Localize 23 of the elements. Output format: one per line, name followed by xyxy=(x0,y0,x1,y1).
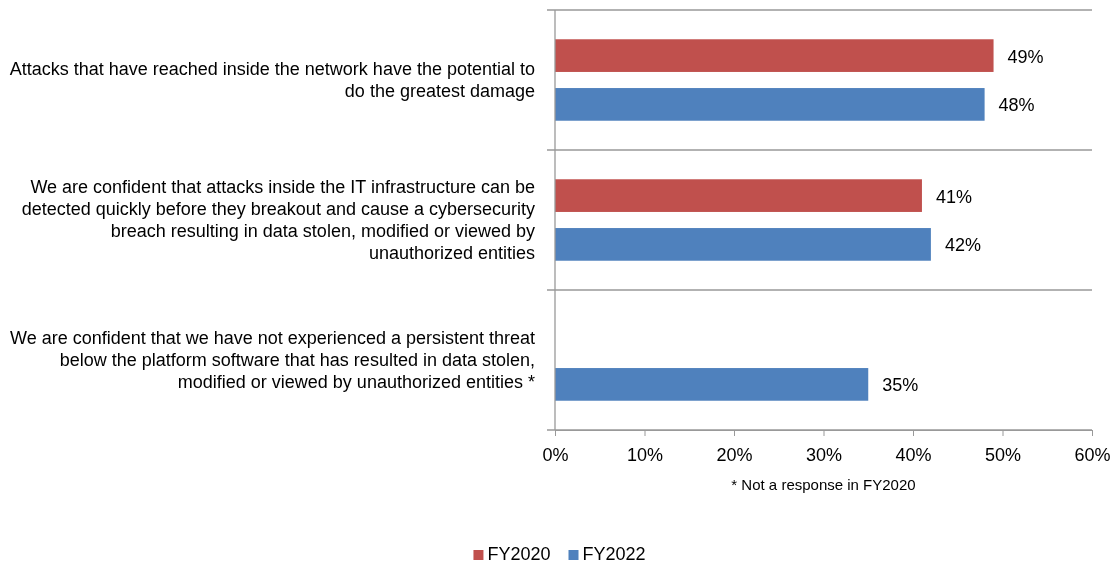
legend-label: FY2022 xyxy=(582,544,646,564)
x-tick-label: 30% xyxy=(805,444,843,465)
legend-label: FY2020 xyxy=(487,544,551,564)
bar xyxy=(555,179,922,212)
x-tick-label: 10% xyxy=(626,444,664,465)
x-tick-label: 60% xyxy=(1074,444,1111,465)
data-label: 48% xyxy=(998,95,1035,116)
bar xyxy=(555,88,985,121)
data-label: 35% xyxy=(882,375,919,396)
x-tick-label: 50% xyxy=(984,444,1022,465)
data-label: 41% xyxy=(935,186,972,207)
x-tick-label: 40% xyxy=(895,444,932,465)
y-tick-label: Attacks that have reached inside the network have the potential to do the greatest damage xyxy=(9,59,535,101)
x-tick-label: 0% xyxy=(542,444,569,465)
x-tick-label: 20% xyxy=(716,444,753,465)
data-label: 49% xyxy=(1007,46,1044,67)
data-label: 42% xyxy=(944,235,981,256)
y-tick-label: We are confident that attacks inside the IT infrastructure can be detected quickly before they breakout and cause a cybersecurity breach resulting in data stolen, modified or viewed by unauthorized entities xyxy=(21,177,535,263)
bar xyxy=(555,228,931,261)
text: * Not a response in FY2020 xyxy=(731,476,916,493)
y-tick-label: We are confident that we have not experienced a persistent threat below the platform software that has resulted in data stolen, modified or viewed by unauthorized entities * xyxy=(10,328,535,392)
bar xyxy=(555,39,994,72)
bar xyxy=(555,368,869,401)
